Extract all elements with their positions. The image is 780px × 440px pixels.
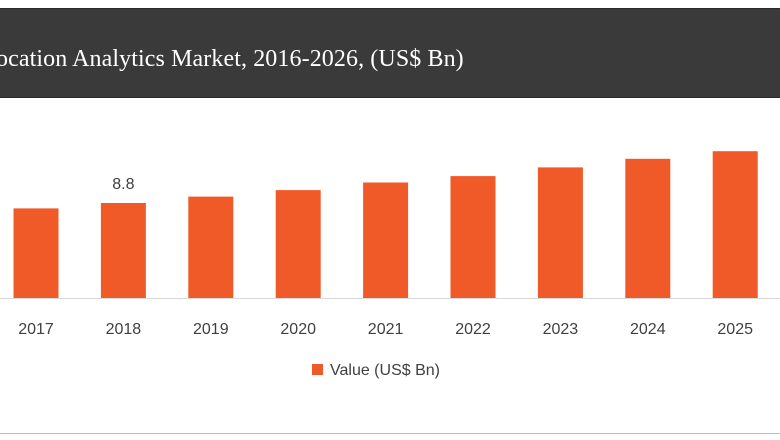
- bar-2018: [100, 203, 146, 298]
- x-tick-label-2024: 2024: [630, 321, 666, 338]
- bar-2017: [13, 208, 59, 298]
- legend-label: Value (US$ Bn): [330, 362, 440, 379]
- x-tick-label-2018: 2018: [106, 321, 142, 338]
- x-tick-label-group: 2017 2018 2019 2020 2021 2022 2023 2024 2025: [18, 321, 753, 338]
- x-tick-label-2025: 2025: [717, 321, 753, 338]
- chart-title-bar: ocation Analytics Market, 2016-2026, (US…: [0, 8, 780, 98]
- bar-2025: [712, 151, 758, 298]
- x-tick-label-2019: 2019: [193, 321, 229, 338]
- x-tick-label-2021: 2021: [368, 321, 404, 338]
- data-label-group: 8.8: [112, 176, 134, 193]
- legend: Value (US$ Bn): [312, 362, 440, 379]
- bar-2024: [625, 158, 671, 298]
- bar-2021: [363, 182, 409, 298]
- legend-swatch: [312, 364, 323, 375]
- bar-2019: [188, 196, 234, 298]
- x-tick-label-2023: 2023: [543, 321, 579, 338]
- bar-2022: [450, 176, 496, 298]
- bar-group: [13, 151, 758, 298]
- x-tick-label-2020: 2020: [280, 321, 316, 338]
- x-tick-label-2017: 2017: [18, 321, 54, 338]
- bar-2023: [537, 167, 583, 298]
- bar-2020: [275, 190, 321, 298]
- x-tick-label-2022: 2022: [455, 321, 491, 338]
- data-label-2018: 8.8: [112, 176, 134, 193]
- chart-title: ocation Analytics Market, 2016-2026, (US…: [0, 46, 464, 72]
- bottom-divider: [0, 433, 780, 434]
